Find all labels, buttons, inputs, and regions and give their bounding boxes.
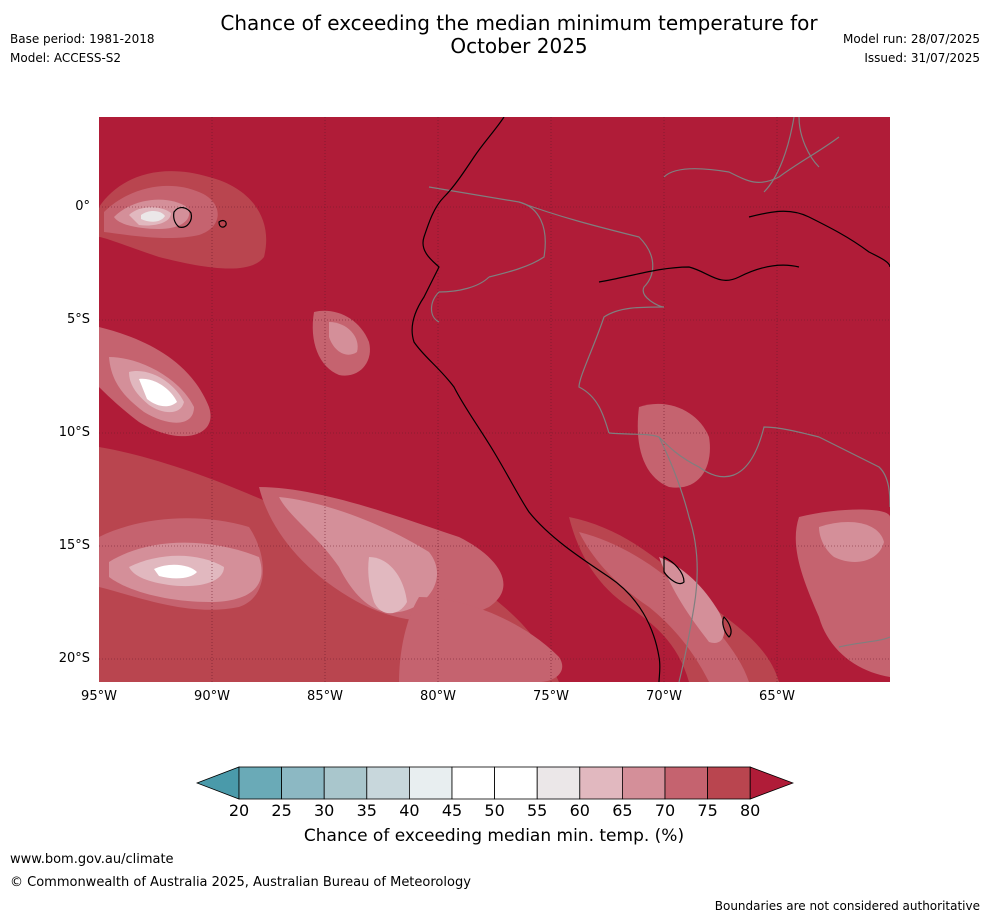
amazon-delta — [598, 264, 800, 283]
colorbar-tick-label: 30 — [314, 801, 335, 820]
colorbar-segment — [408, 766, 453, 800]
colorbar-tick-label: 45 — [441, 801, 463, 820]
colorbar-tick-label: 60 — [569, 801, 590, 820]
lon-label-95w: 95°W — [81, 689, 117, 704]
patch-lower-coast — [399, 597, 563, 682]
graticule — [99, 117, 890, 682]
country-borders — [428, 117, 890, 682]
pacific-coastline — [411, 117, 661, 682]
title-line-1: Chance of exceeding the median minimum t… — [220, 11, 818, 35]
colorbar-tick-label: 55 — [527, 801, 548, 820]
map-title: Chance of exceeding the median minimum t… — [0, 12, 988, 58]
colorbar-tick-label: 75 — [697, 801, 718, 820]
amazon-coastline — [748, 210, 890, 268]
colorbar-segment — [621, 766, 666, 800]
colorbar-segment — [451, 766, 495, 800]
patch-mid-blob-inner — [329, 322, 358, 355]
colorbar-tick-label: 80 — [740, 801, 761, 820]
colorbar-tick-label: 35 — [356, 801, 377, 820]
colorbar-segment — [494, 766, 538, 800]
patch-andes-inner — [659, 557, 725, 643]
lon-label-70w: 70°W — [646, 689, 682, 704]
colorbar-under-arrow — [196, 766, 240, 800]
galapagos-island-2 — [218, 219, 227, 228]
titicaca-lake — [663, 556, 685, 585]
website-link[interactable]: www.bom.gov.au/climate — [10, 852, 174, 867]
copyright-text: © Commonwealth of Australia 2025, Austra… — [10, 875, 471, 890]
lon-label-65w: 65°W — [759, 689, 795, 704]
issued-text: Issued: 31/07/2025 — [864, 51, 980, 65]
galapagos-island-1 — [173, 207, 192, 228]
lat-label-0: 0° — [75, 199, 90, 214]
patch-galapagos-white — [141, 210, 165, 222]
lat-label-5s: 5°S — [66, 312, 90, 327]
colorbar-tick-label: 40 — [399, 801, 420, 820]
colorbar-segment — [579, 766, 623, 800]
lon-label-75w: 75°W — [533, 689, 569, 704]
lat-label-20s: 20°S — [58, 651, 90, 666]
patch-west-band-core — [139, 378, 177, 407]
poopo-lake — [722, 616, 732, 638]
patch-far-east-inner — [819, 522, 884, 562]
colorbar-segment — [323, 766, 368, 800]
colorbar-tick-label: 20 — [228, 801, 250, 820]
boundaries-note: Boundaries are not considered authoritat… — [714, 899, 980, 913]
colorbar-segment — [281, 766, 325, 800]
lon-label-80w: 80°W — [420, 689, 456, 704]
patch-south-band-white — [154, 564, 197, 579]
colorbar-segment — [707, 766, 751, 800]
base-period-text: Base period: 1981-2018 — [10, 32, 155, 46]
colorbar — [196, 766, 794, 800]
colorbar-title: Chance of exceeding median min. temp. (%… — [303, 826, 685, 846]
coastlines — [173, 117, 890, 682]
lon-label-85w: 85°W — [307, 689, 343, 704]
title-line-2: October 2025 — [450, 34, 588, 58]
model-text: Model: ACCESS-S2 — [10, 51, 122, 65]
colorbar-segment — [366, 766, 410, 800]
colorbar-segment — [238, 766, 282, 800]
lon-label-90w: 90°W — [194, 689, 230, 704]
colorbar-tick-label: 70 — [654, 801, 676, 820]
colorbar-tick-label: 65 — [612, 801, 633, 820]
lat-label-10s: 10°S — [58, 425, 90, 440]
patch-east-blob — [637, 403, 710, 488]
colorbar-over-arrow — [749, 766, 794, 800]
lat-label-15s: 15°S — [58, 538, 90, 553]
patch-central-inner — [368, 557, 407, 614]
model-run-text: Model run: 28/07/2025 — [842, 32, 980, 46]
colorbar-tick-label: 50 — [484, 801, 505, 820]
colorbar-tick-label: 25 — [271, 801, 292, 820]
probability-patches — [99, 171, 890, 682]
colorbar-segment — [664, 766, 708, 800]
colorbar-segment — [536, 766, 581, 800]
forecast-map — [99, 117, 890, 682]
